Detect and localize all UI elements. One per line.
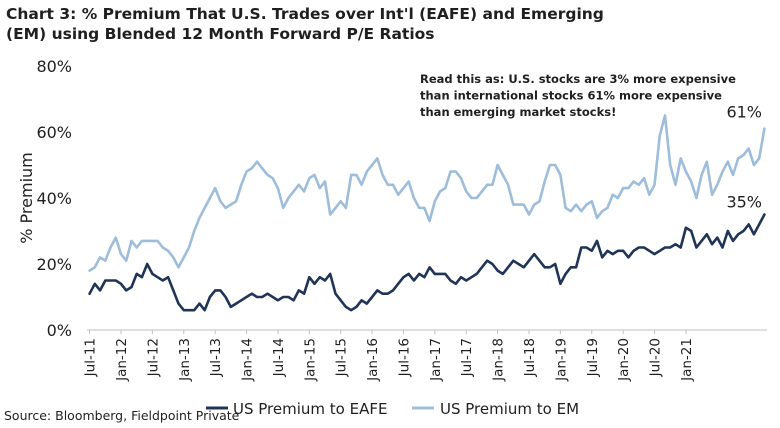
y-axis-label: % Premium [17, 152, 36, 243]
y-tick-label: 0% [47, 321, 72, 340]
source-note: Source: Bloomberg, Fieldpoint Private [4, 408, 240, 423]
x-tick-label: Jul-19 [585, 338, 601, 377]
x-tick-label: Jul-12 [145, 338, 161, 377]
y-tick-label: 40% [36, 189, 72, 208]
chart-title: Chart 3: % Premium That U.S. Trades over… [6, 4, 646, 44]
end-label-em: 61% [726, 103, 762, 122]
series-line-em [88, 114, 766, 272]
x-tick-label: Jul-15 [334, 338, 350, 377]
y-tick-label: 20% [36, 255, 72, 274]
x-tick-label: Jul-18 [522, 338, 538, 377]
x-tick-label: Jul-11 [83, 338, 99, 377]
annotation-line: Read this as: U.S. stocks are 3% more ex… [420, 72, 736, 86]
chart-title-line2: (EM) using Blended 12 Month Forward P/E … [6, 25, 435, 43]
series-line-eafe [88, 213, 766, 312]
end-label-eafe: 35% [726, 193, 762, 212]
x-tick-label: Jan-12 [114, 338, 130, 382]
x-tick-label: Jul-17 [459, 338, 475, 377]
x-tick-label: Jul-16 [396, 338, 412, 377]
x-tick-label: Jul-13 [208, 338, 224, 377]
y-tick-label: 80% [36, 57, 72, 76]
x-tick-label: Jan-16 [365, 338, 381, 382]
annotation-line: than emerging market stocks! [420, 105, 616, 119]
x-tick-label: Jan-17 [428, 338, 444, 382]
x-tick-label: Jan-14 [240, 338, 256, 382]
x-tick-label: Jan-18 [491, 338, 507, 382]
x-tick-label: Jan-21 [679, 338, 695, 382]
chart-title-line1: Chart 3: % Premium That U.S. Trades over… [6, 5, 604, 23]
x-tick-label: Jan-15 [302, 338, 318, 382]
x-tick-label: Jan-19 [553, 338, 569, 382]
legend-label-em: US Premium to EM [440, 400, 579, 418]
legend-label-eafe: US Premium to EAFE [233, 400, 387, 418]
annotation-line: than international stocks 61% more expen… [420, 89, 722, 103]
x-tick-label: Jul-20 [648, 338, 664, 377]
x-tick-label: Jul-14 [271, 338, 287, 377]
x-tick-label: Jan-20 [616, 338, 632, 382]
y-tick-label: 60% [36, 123, 72, 142]
x-tick-label: Jan-13 [177, 338, 193, 382]
